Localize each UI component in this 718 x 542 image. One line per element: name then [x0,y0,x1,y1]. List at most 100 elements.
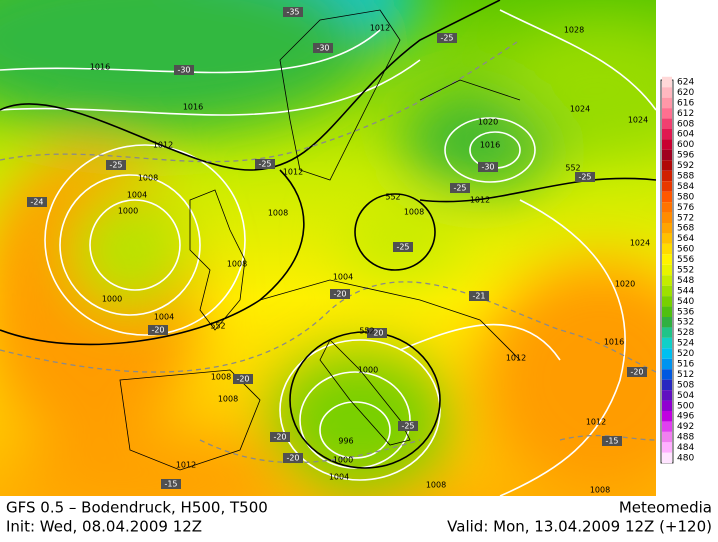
legend-label: 624 [677,78,694,88]
temperature-label: -25 [109,161,122,170]
temperature-label-box [437,33,457,43]
legend-label: 508 [677,380,694,390]
legend-label: 532 [677,318,694,328]
legend-swatch [662,431,672,443]
legend-swatch [662,254,672,265]
legend-swatch [662,285,672,297]
pressure-label: 1008 [590,486,610,495]
map: 1016 1016 1012 1008 1004 1000 1000 1004 1008 1012… [0,0,656,496]
legend-swatch [662,264,672,276]
legend-swatch [662,108,672,119]
legend-label: 496 [677,412,694,422]
legend-swatch [662,358,672,370]
legend-label: 528 [677,328,694,338]
pressure-label: 1008 [218,395,238,404]
temperature-label-box [602,436,622,446]
height-label: 552 [385,193,400,202]
temperature-label: -24 [30,198,43,207]
legend-swatch [662,129,672,140]
pressure-label: 1000 [118,207,138,216]
legend-swatch [662,390,672,401]
legend-label: 556 [677,255,694,265]
legend-swatch [662,212,672,223]
temperature-label-box [233,374,253,384]
pressure-label: 1024 [570,105,590,114]
temperature-label: -30 [316,44,329,53]
pressure-label: 1012 [176,461,196,470]
pressure-label: 1016 [480,141,500,150]
temperature-label: -20 [236,375,249,384]
legend-swatch [662,379,672,391]
legend-swatch [662,348,672,359]
legend-label: 524 [677,339,694,349]
legend-swatch [662,202,672,213]
legend-swatch [662,369,672,380]
pressure-label: 1008 [227,260,247,269]
temperature-label: -15 [605,437,618,446]
pressure-label: 1020 [615,280,635,289]
legend-swatch [662,442,672,453]
legend-swatch [662,243,672,255]
legend-swatch [662,306,672,317]
pressure-label: 1008 [404,208,424,217]
legend-swatch [662,452,672,464]
legend-label: 592 [677,161,694,171]
legend-swatch [662,160,672,171]
legend-label: 500 [677,401,694,411]
temperature-label: -15 [164,480,177,489]
legend-swatch [662,400,672,411]
pressure-label: 1004 [127,191,147,200]
pressure-label: 1000 [333,456,353,465]
legend-label: 580 [677,192,694,202]
temperature-label-box [478,162,498,172]
temperature-label-box [313,43,333,53]
temperature-label-box [393,242,413,252]
pressure-label: 1012 [470,196,490,205]
legend-label: 480 [677,454,694,464]
legend-label: 620 [677,88,694,98]
pressure-label: 1008 [211,373,231,382]
pressure-label: 1004 [329,473,349,482]
legend-label: 544 [677,286,694,296]
legend-label: 560 [677,245,694,255]
legend-label: 536 [677,307,694,317]
pressure-label: 1020 [478,118,498,127]
legend-label: 616 [677,98,694,108]
valid-time: Valid: Mon, 13.04.2009 12Z (+120) [447,518,712,536]
pressure-label: 1000 [102,295,122,304]
temperature-label: -25 [401,422,414,431]
legend-label: 548 [677,276,694,286]
legend-label: 596 [677,151,694,161]
pressure-label: 1012 [370,24,390,33]
temperature-field [0,0,656,496]
legend-swatch [662,76,672,88]
temperature-label: -21 [472,292,485,301]
legend-swatch [662,327,672,338]
pressure-label: 1024 [630,239,650,248]
pressure-label: 1012 [506,354,526,363]
contour-labels: 1016 1016 1012 1008 1004 1000 1000 1004 1008 1012… [27,7,650,495]
pressure-label: 1016 [183,103,203,112]
legend-swatch [662,149,672,161]
pressure-label: 1016 [90,63,110,72]
legend-label: 488 [677,433,694,443]
temperature-label: -30 [481,163,494,172]
temperature-label: -25 [578,173,591,182]
legend-label: 572 [677,213,694,223]
pressure-label: 996 [338,437,353,446]
pressure-label: 1008 [138,174,158,183]
pressure-label: 1008 [268,209,288,218]
temperature-label-box [106,160,126,170]
temperature-label-box [330,289,350,299]
temperature-label-box [161,479,181,489]
temperature-label-box [367,328,387,338]
temperature-label: -30 [177,66,190,75]
temperature-label-box [174,65,194,75]
temperature-label: -25 [258,160,271,169]
legend-swatch [662,191,672,203]
legend-label: 504 [677,391,694,401]
temperature-label-box [255,159,275,169]
legend-label: 604 [677,130,694,140]
temperature-label-box [270,432,290,442]
